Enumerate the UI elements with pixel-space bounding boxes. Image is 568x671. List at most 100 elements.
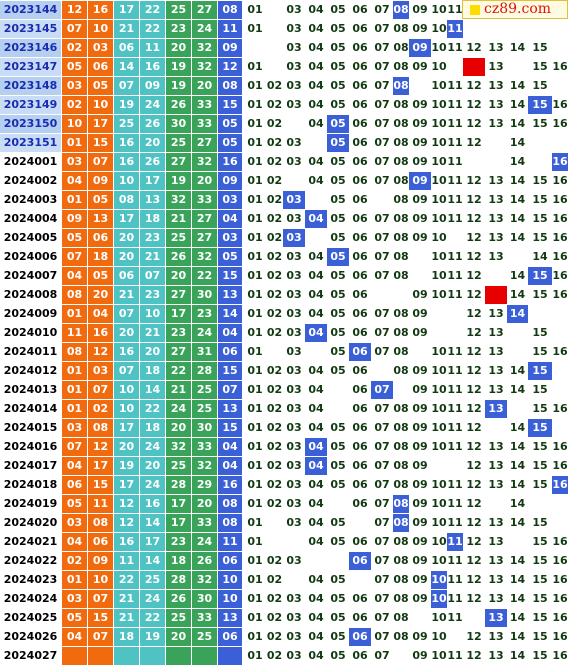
blue-trend-cell: 09: [412, 155, 428, 168]
blue-trend-cell: 06: [352, 421, 368, 434]
blue-trend-cell: 15: [528, 267, 552, 285]
blue-trend-cell: 15: [532, 440, 548, 453]
blue-trend-cell: 02: [266, 649, 283, 662]
blue-trend-cell: [409, 343, 431, 361]
red-ball: 32: [192, 58, 217, 76]
blue-trend-cell: 15: [532, 573, 548, 586]
red-ball: 20: [114, 248, 139, 266]
red-ball: 17: [166, 495, 191, 513]
blue-trend-cell: 04: [305, 324, 327, 342]
blue-trend-cell: [266, 343, 283, 361]
blue-trend-cell: 15: [532, 193, 548, 206]
blue-trend-cell: 06: [352, 459, 368, 472]
blue-trend-cell: 12: [466, 231, 482, 244]
blue-trend-cell: 07: [374, 117, 390, 130]
blue-trend-cell: 10: [431, 611, 447, 624]
table-row: 2024009 01 04 07 10 17 23 14 01 02 03 04 05 06 07 08 09 1…: [0, 305, 568, 324]
red-ball: 16: [140, 495, 165, 513]
red-ball: 12: [88, 343, 113, 361]
blue-trend-cell: 10: [431, 421, 447, 434]
red-ball: 14: [140, 514, 165, 532]
blue-trend-cell: 15: [532, 326, 548, 339]
blue-trend-cell: 11: [447, 440, 463, 453]
blue-trend-cell: 01: [247, 155, 263, 168]
blue-trend-cell: 01: [247, 535, 263, 548]
blue-ball: [218, 647, 242, 665]
blue-trend-cell: 02: [266, 174, 283, 187]
blue-trend-cell: 08: [393, 212, 409, 225]
blue-trend-cell: 08: [393, 174, 409, 187]
red-ball: 25: [166, 457, 191, 475]
blue-trend-cell: 10: [431, 60, 447, 73]
issue-number: 2024003: [0, 191, 61, 209]
red-ball: 24: [192, 20, 217, 38]
red-ball: 25: [192, 381, 217, 399]
blue-trend-cell: 10: [431, 440, 447, 453]
blue-trend-cell: 12: [466, 307, 482, 320]
red-ball: 01: [62, 362, 87, 380]
blue-trend-cell: 02: [266, 326, 283, 339]
blue-trend-cell: 14: [509, 212, 526, 225]
red-ball: 28: [166, 476, 191, 494]
blue-trend-cell: 02: [266, 79, 283, 92]
red-ball: 18: [88, 248, 113, 266]
blue-trend-cell: [305, 191, 327, 209]
red-ball: 11: [62, 324, 87, 342]
blue-trend-cell: [283, 571, 305, 589]
red-ball: 02: [88, 400, 113, 418]
red-ball: 17: [166, 514, 191, 532]
blue-trend-cell: 05: [330, 41, 346, 54]
table-row: 2024024 03 07 21 24 26 30 10 01 02 03 04 05 06 07 08 09 1…: [0, 590, 568, 609]
red-ball: 04: [62, 533, 87, 551]
blue-trend-cell: [552, 39, 568, 57]
blue-trend-cell: 14: [509, 231, 526, 244]
issue-number: 2024018: [0, 476, 61, 494]
blue-trend-cell: 13: [488, 535, 504, 548]
site-logo[interactable]: cz89.com: [462, 0, 568, 19]
red-ball: 26: [166, 96, 191, 114]
table-row: 2023147 05 06 14 16 19 32 12 01 03 04 05 06 07 08 09 10 1…: [0, 58, 568, 77]
blue-trend-cell: [485, 267, 507, 285]
blue-trend-cell: 16: [552, 459, 568, 472]
red-ball: 07: [62, 438, 87, 456]
blue-trend-cell: [447, 58, 463, 76]
blue-trend-cell: 10: [431, 231, 447, 244]
red-ball: 10: [88, 571, 113, 589]
blue-trend-cell: 16: [552, 250, 568, 263]
issue-number: 2023144: [0, 1, 61, 19]
blue-trend-cell: [327, 495, 349, 513]
blue-trend-cell: 02: [266, 592, 283, 605]
blue-trend-cell: 12: [466, 383, 482, 396]
blue-trend-cell: 02: [266, 250, 283, 263]
blue-trend-cell: 01: [247, 231, 263, 244]
blue-trend-cell: 07: [374, 516, 390, 529]
red-ball: 23: [166, 533, 191, 551]
blue-trend-cell: 08: [393, 345, 409, 358]
blue-ball: 04: [218, 324, 242, 342]
blue-trend-cell: 04: [308, 364, 324, 377]
blue-trend-cell: [266, 1, 283, 19]
red-ball: 25: [166, 609, 191, 627]
blue-trend-cell: 09: [412, 421, 428, 434]
red-ball: 10: [140, 305, 165, 323]
blue-trend-cell: 16: [552, 592, 568, 605]
blue-trend-cell: 08: [393, 459, 409, 472]
blue-trend-cell: 09: [412, 231, 428, 244]
red-ball: 16: [140, 58, 165, 76]
blue-trend-cell: 10: [431, 535, 447, 548]
blue-trend-cell: 03: [286, 497, 302, 510]
blue-trend-cell: 01: [247, 345, 263, 358]
red-ball: 25: [166, 229, 191, 247]
blue-trend-cell: 09: [412, 60, 428, 73]
blue-trend-cell: [552, 134, 568, 152]
blue-trend-cell: 10: [431, 117, 447, 130]
blue-trend-cell: 01: [247, 497, 263, 510]
table-row: 2024017 04 17 19 20 25 32 04 01 02 03 04 05 06 07 08 09 1…: [0, 457, 568, 476]
red-ball: 25: [192, 400, 217, 418]
blue-trend-cell: 08: [393, 611, 409, 624]
blue-trend-cell: [393, 286, 409, 304]
blue-ball: 06: [218, 552, 242, 570]
blue-trend-cell: [528, 20, 552, 38]
blue-trend-cell: 09: [412, 402, 428, 415]
red-ball: 12: [62, 1, 87, 19]
